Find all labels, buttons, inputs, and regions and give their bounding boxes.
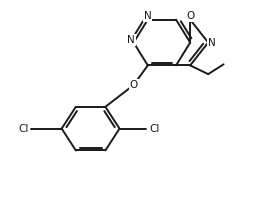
Text: Cl: Cl (149, 124, 159, 134)
Text: O: O (186, 11, 194, 21)
Text: O: O (130, 80, 138, 90)
Text: N: N (208, 37, 216, 48)
Text: N: N (144, 11, 152, 21)
Text: N: N (127, 35, 135, 45)
Text: Cl: Cl (18, 124, 28, 134)
